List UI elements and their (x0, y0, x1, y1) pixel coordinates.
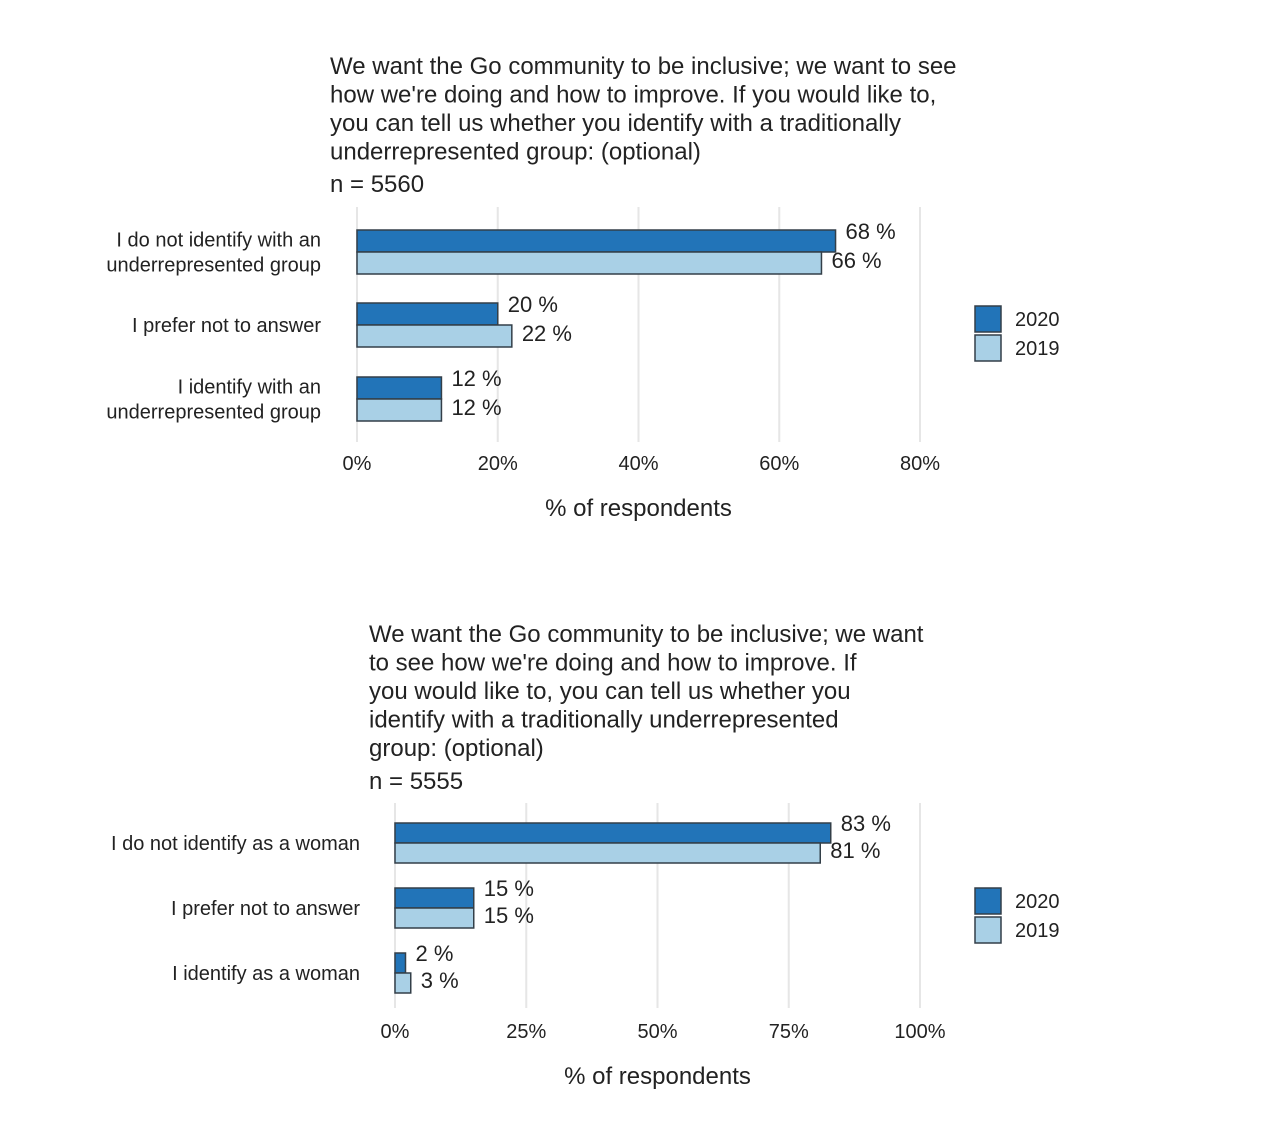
legend: 2020 2019 (974, 887, 1060, 944)
bar-value-label: 2 % (416, 941, 454, 966)
chart-title-line: identify with a traditionally underrepre… (369, 707, 839, 734)
x-tick-label: 75% (769, 1021, 809, 1043)
bar-2020 (356, 302, 499, 326)
bar-value-label: 12 % (451, 366, 501, 391)
chart-title-line: you would like to, you can tell us wheth… (369, 678, 851, 705)
bar-2019 (394, 972, 412, 994)
chart-title-line: We want the Go community to be inclusive… (369, 621, 924, 648)
chart-title-line: underrepresented group: (optional) (330, 139, 701, 166)
x-axis-label: % of respondents (564, 1063, 751, 1090)
x-tick-label: 0% (381, 1021, 410, 1043)
category-label: underrepresented group (106, 402, 321, 424)
legend-swatch-2019 (974, 334, 1002, 362)
bar-value-label: 66 % (831, 248, 881, 273)
bar-value-label: 3 % (421, 968, 459, 993)
chart-title-line: to see how we're doing and how to improv… (369, 650, 857, 677)
x-tick-label: 80% (900, 453, 940, 475)
x-tick-label: 60% (759, 453, 799, 475)
bar-2019 (356, 324, 513, 348)
bar-2020 (394, 952, 407, 974)
chart-subtitle: n = 5560 (330, 171, 424, 198)
legend-swatch-2019 (974, 916, 1002, 944)
chart-title-line: group: (optional) (369, 735, 544, 762)
bar-value-label: 83 % (841, 811, 891, 836)
chart-title-line: how we're doing and how to improve. If y… (330, 82, 936, 109)
category-label: I do not identify with an (116, 230, 321, 252)
category-label: I prefer not to answer (132, 315, 321, 337)
bar-2019 (394, 842, 821, 864)
category-label: I prefer not to answer (171, 898, 360, 920)
x-tick-label: 100% (894, 1021, 945, 1043)
chart-1: We want the Go community to be inclusive… (106, 53, 1059, 522)
bar-2020 (356, 376, 443, 400)
legend-label: 2020 (1015, 891, 1060, 913)
bar-value-label: 22 % (522, 321, 572, 346)
category-label: I identify as a woman (172, 963, 360, 985)
x-tick-label: 50% (637, 1021, 677, 1043)
chart-subtitle: n = 5555 (369, 768, 463, 795)
bar-2019 (356, 251, 823, 275)
legend: 2020 2019 (974, 305, 1060, 362)
chart-2: We want the Go community to be inclusive… (111, 621, 1060, 1090)
bar-value-label: 68 % (846, 219, 896, 244)
x-axis-label: % of respondents (545, 495, 732, 522)
x-tick-label: 0% (343, 453, 372, 475)
category-label: underrepresented group (106, 255, 321, 277)
bar-2020 (394, 822, 832, 844)
legend-swatch-2020 (974, 887, 1002, 915)
category-label: I do not identify as a woman (111, 833, 360, 855)
bar-value-label: 12 % (451, 395, 501, 420)
bar-value-label: 20 % (508, 292, 558, 317)
legend-label: 2019 (1015, 338, 1060, 360)
bar-2020 (356, 229, 837, 253)
category-label: I identify with an (178, 377, 321, 399)
bar-2019 (394, 907, 475, 929)
chart-title-line: We want the Go community to be inclusive… (330, 53, 957, 80)
chart-title-line: you can tell us whether you identify wit… (330, 110, 901, 137)
x-tick-label: 40% (618, 453, 658, 475)
bar-2019 (356, 398, 443, 422)
bar-2020 (394, 887, 475, 909)
bar-value-label: 15 % (484, 903, 534, 928)
x-tick-label: 20% (478, 453, 518, 475)
bar-value-label: 15 % (484, 876, 534, 901)
bar-value-label: 81 % (830, 838, 880, 863)
legend-label: 2019 (1015, 920, 1060, 942)
legend-label: 2020 (1015, 309, 1060, 331)
legend-swatch-2020 (974, 305, 1002, 333)
x-tick-label: 25% (506, 1021, 546, 1043)
